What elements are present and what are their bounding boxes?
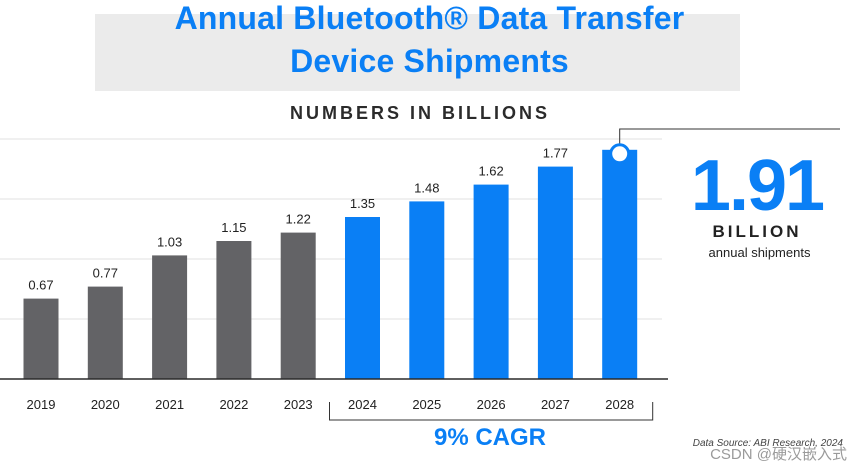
- bar-2023: [280, 232, 316, 379]
- callout-description: annual shipments: [708, 245, 811, 260]
- value-label-2024: 1.35: [350, 196, 375, 211]
- watermark: CSDN @硬汉嵌入式: [710, 446, 847, 463]
- bar-2025: [409, 201, 445, 379]
- x-tick-2027: 2027: [541, 397, 570, 412]
- x-tick-2020: 2020: [91, 397, 120, 412]
- x-tick-2028: 2028: [605, 397, 634, 412]
- bar-2022: [216, 241, 252, 379]
- value-label-2023: 1.22: [286, 212, 311, 227]
- x-tick-2022: 2022: [219, 397, 248, 412]
- x-tick-2019: 2019: [27, 397, 56, 412]
- value-label-2022: 1.15: [221, 220, 246, 235]
- callout-value: 1.91: [690, 146, 825, 226]
- highlight-marker: [609, 143, 631, 165]
- bar-2028: [602, 149, 638, 379]
- data-source-note: Data Source: ABI Research, 2024: [692, 438, 843, 449]
- title-banner: [95, 14, 740, 91]
- bar-2021: [152, 255, 188, 379]
- x-tick-2021: 2021: [155, 397, 184, 412]
- callout-leader-line: [619, 128, 840, 145]
- value-label-2027: 1.77: [543, 146, 568, 161]
- value-label-2019: 0.67: [28, 278, 53, 293]
- bars: [23, 149, 638, 379]
- chart-title-line-2: Device Shipments: [290, 43, 569, 79]
- bar-2019: [23, 298, 59, 379]
- x-tick-2026: 2026: [477, 397, 506, 412]
- value-label-2020: 0.77: [93, 266, 118, 281]
- value-label-2026: 1.62: [478, 164, 503, 179]
- cagr-label: 9% CAGR: [433, 424, 547, 451]
- x-tick-2023: 2023: [284, 397, 313, 412]
- bar-2026: [473, 184, 509, 379]
- chart-title-line-1: Annual Bluetooth® Data Transfer: [174, 0, 685, 36]
- chart-subtitle: NUMBERS IN BILLIONS: [289, 103, 550, 123]
- x-axis-tick-labels: 2019 2020 2021 2022 2023 2024 2025 2026 2027 2028: [27, 397, 635, 412]
- bar-2024: [345, 217, 380, 379]
- bar-2027: [537, 166, 573, 379]
- value-label-2021: 1.03: [157, 234, 182, 249]
- value-label-2025: 1.48: [414, 180, 439, 195]
- callout-unit: BILLION: [712, 222, 802, 241]
- cagr-bracket: [329, 402, 654, 421]
- x-tick-2024: 2024: [348, 397, 377, 412]
- x-tick-2025: 2025: [412, 397, 441, 412]
- bar-2020: [87, 286, 123, 379]
- value-labels: 0.67 0.77 1.03 1.15 1.22 1.35 1.48 1.62 1.77: [28, 146, 568, 293]
